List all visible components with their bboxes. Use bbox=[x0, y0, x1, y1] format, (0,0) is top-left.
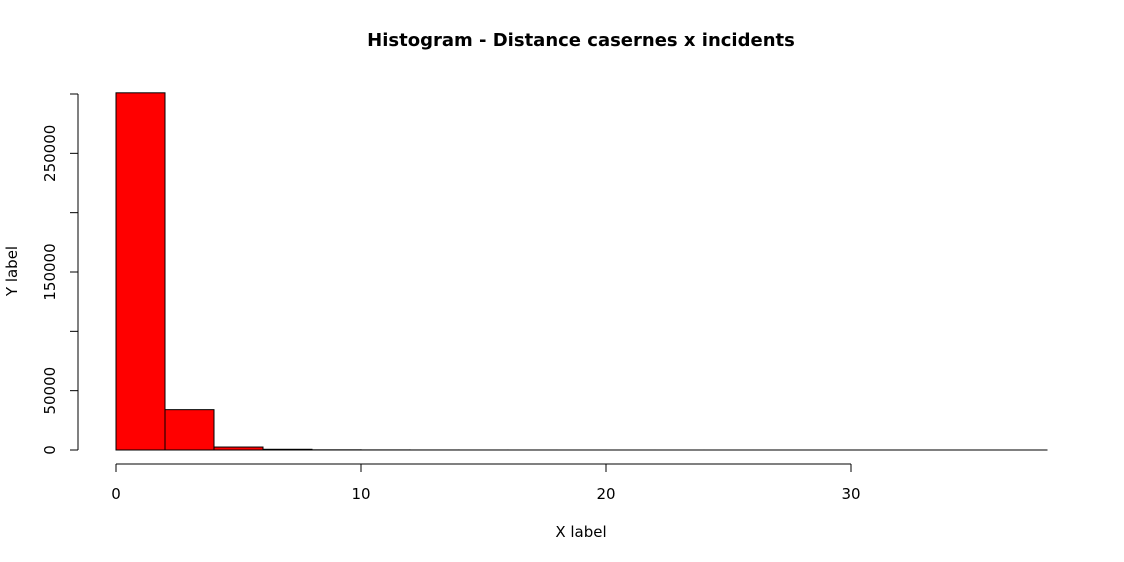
histogram-bar bbox=[213, 446, 264, 451]
y-tick-label: 150000 bbox=[41, 243, 59, 300]
y-axis: 0 50000 150000 250000 bbox=[41, 93, 79, 455]
y-axis-label: Y label bbox=[3, 246, 21, 297]
histogram-bar bbox=[115, 92, 166, 451]
x-tick-label: 0 bbox=[111, 485, 121, 503]
y-tick-label: 0 bbox=[41, 445, 59, 455]
x-axis: 0 10 20 30 bbox=[111, 463, 861, 503]
histogram-bar bbox=[164, 409, 215, 451]
x-tick-label: 30 bbox=[841, 485, 860, 503]
y-tick-label: 250000 bbox=[41, 125, 59, 182]
bars-group bbox=[115, 92, 1048, 451]
y-tick-label: 50000 bbox=[41, 367, 59, 415]
histogram-bar bbox=[262, 448, 313, 451]
chart-title: Histogram - Distance casernes x incident… bbox=[367, 30, 795, 51]
x-axis-label: X label bbox=[555, 523, 606, 541]
x-tick-label: 20 bbox=[596, 485, 615, 503]
x-tick-label: 10 bbox=[351, 485, 370, 503]
